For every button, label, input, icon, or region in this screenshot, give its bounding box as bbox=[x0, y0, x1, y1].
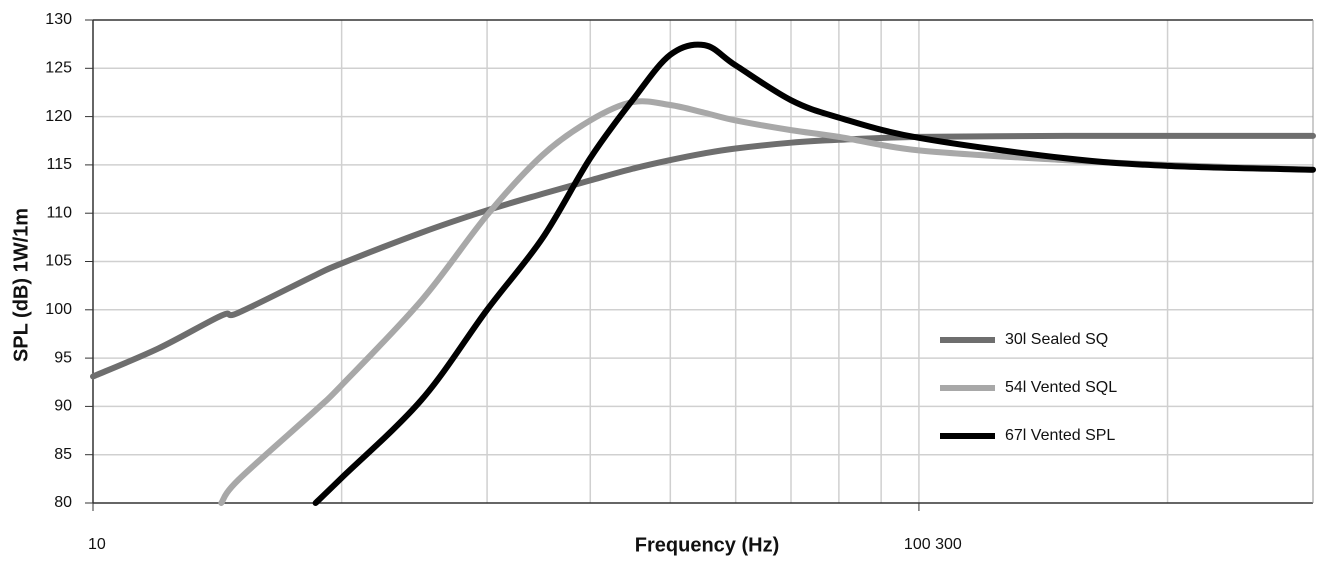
y-tick-label: 105 bbox=[45, 253, 72, 270]
series-line bbox=[312, 41, 1316, 506]
x-axis-label: Frequency (Hz) bbox=[635, 534, 779, 556]
y-tick-label: 130 bbox=[45, 11, 72, 28]
y-axis-label: SPL (dB) 1W/1m bbox=[10, 208, 32, 362]
y-tick-label: 95 bbox=[54, 349, 72, 366]
legend-label: 30l Sealed SQ bbox=[1005, 331, 1108, 348]
series-line bbox=[218, 98, 1316, 506]
series-line bbox=[90, 132, 1316, 380]
y-tick-label: 85 bbox=[54, 446, 72, 463]
y-tick-label: 120 bbox=[45, 108, 72, 125]
y-tick-label: 110 bbox=[46, 204, 72, 221]
y-tick-label: 80 bbox=[54, 494, 72, 511]
y-tick-label: 90 bbox=[54, 398, 72, 415]
x-tick-label: 10 bbox=[88, 536, 106, 553]
y-tick-label: 125 bbox=[45, 60, 72, 77]
y-tick-label: 115 bbox=[46, 156, 72, 173]
legend-label: 54l Vented SQL bbox=[1005, 379, 1117, 396]
y-tick-label: 100 bbox=[45, 301, 72, 318]
legend-label: 67l Vented SPL bbox=[1005, 427, 1115, 444]
x-tick-label: 100 300 bbox=[904, 536, 962, 553]
